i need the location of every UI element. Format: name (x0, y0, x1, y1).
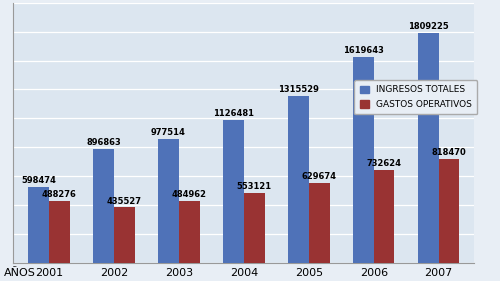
Text: 598474: 598474 (21, 176, 56, 185)
Bar (374, 170, 394, 263)
Text: 488276: 488276 (42, 190, 77, 199)
Bar (288, 96, 309, 263)
Bar (244, 192, 264, 263)
Bar (418, 33, 438, 263)
Text: 553121: 553121 (236, 182, 272, 191)
Bar (309, 183, 330, 263)
Bar (28, 187, 49, 263)
Text: 435527: 435527 (107, 196, 142, 205)
Text: 732624: 732624 (366, 159, 402, 168)
Text: 629674: 629674 (302, 172, 336, 181)
Bar (114, 207, 134, 263)
Text: 896863: 896863 (86, 138, 121, 147)
Bar (353, 57, 374, 263)
Text: 977514: 977514 (151, 128, 186, 137)
Text: 1126481: 1126481 (213, 109, 254, 118)
Bar (93, 149, 114, 263)
Text: 1619643: 1619643 (343, 46, 384, 55)
Bar (49, 201, 70, 263)
Text: 484962: 484962 (172, 190, 207, 199)
Legend: INGRESOS TOTALES, GASTOS OPERATIVOS: INGRESOS TOTALES, GASTOS OPERATIVOS (354, 80, 478, 114)
Bar (179, 201, 200, 263)
Text: 818470: 818470 (432, 148, 466, 157)
Bar (223, 120, 244, 263)
Text: 1315529: 1315529 (278, 85, 319, 94)
Bar (158, 139, 179, 263)
Bar (438, 159, 460, 263)
Text: 1809225: 1809225 (408, 22, 449, 31)
